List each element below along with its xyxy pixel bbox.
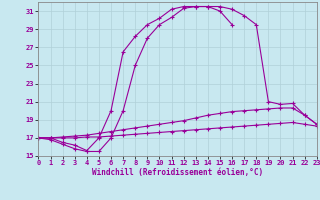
X-axis label: Windchill (Refroidissement éolien,°C): Windchill (Refroidissement éolien,°C) — [92, 168, 263, 177]
